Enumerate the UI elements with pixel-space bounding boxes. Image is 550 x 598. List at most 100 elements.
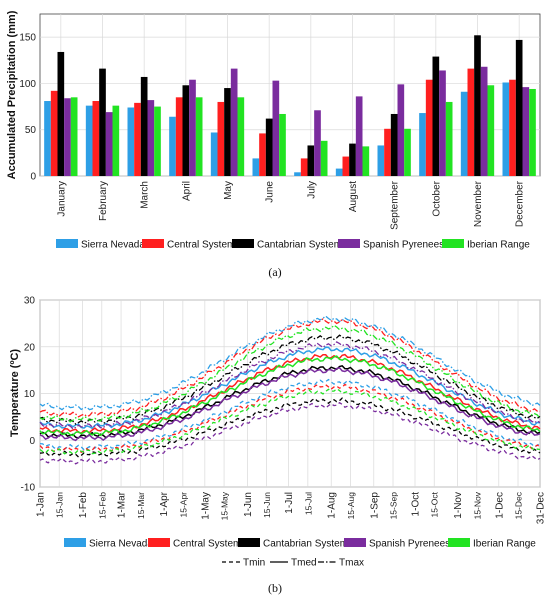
bar-spanish-pyrenees <box>397 84 405 176</box>
bar-cantabrian-system <box>349 143 356 176</box>
bar-iberian-range <box>154 106 161 176</box>
bar-sierra-nevada <box>44 101 51 176</box>
chart-b-x-tick-label: 15-Dec <box>514 491 524 519</box>
legend-label: Iberian Range <box>473 539 536 550</box>
chart-a-bars <box>44 35 536 176</box>
legend-swatch-sierra-nevada <box>56 239 78 248</box>
chart-b-gridlines <box>39 299 541 488</box>
chart-a-legend: Sierra Nevada Central System Cantabrian Sy… <box>56 239 530 251</box>
chart-b-x-tick-label: 15-Sep <box>389 492 399 520</box>
legend-swatch-iberian-range <box>448 538 470 547</box>
bar-cantabrian-system <box>515 39 523 176</box>
legend-label: Sierra Nevada <box>89 539 153 550</box>
chart-a-y-ticks: 0 50 100 150 <box>19 33 36 183</box>
bar-central-system <box>300 158 308 176</box>
bar-cantabrian-system <box>265 118 273 176</box>
chart-a-x-tick-label: May <box>223 181 234 200</box>
chart-b-x-tick-label: 15-May <box>220 491 230 520</box>
legend-swatch-spanish-pyrenees <box>338 239 360 248</box>
chart-b-y-tick-label: -10 <box>21 483 36 494</box>
chart-b-x-tick-label: 1-Aug <box>327 492 338 519</box>
chart-b-x-tick-label: 31-Dec <box>536 492 547 524</box>
temperature-chart: -10 0 10 20 30 1-Jan 15-Jan 1-Feb 15-Feb 1-Mar 15… <box>9 296 547 596</box>
chart-b-x-tick-label: 1-Apr <box>159 491 170 516</box>
bar-central-system <box>175 97 183 176</box>
chart-a-y-tick-label: 0 <box>30 172 36 183</box>
legend-label: Spanish Pyrenees <box>363 240 444 251</box>
bar-sierra-nevada <box>377 145 385 176</box>
bar-central-system <box>384 128 391 176</box>
bar-sierra-nevada <box>502 82 510 176</box>
legend-linestyle-label: Tmax <box>339 558 364 569</box>
bar-spanish-pyrenees <box>439 70 446 176</box>
bar-central-system <box>467 68 475 176</box>
bar-sierra-nevada <box>169 116 176 176</box>
line-central-system-tmed <box>39 353 541 435</box>
line-iberian-range-tmax <box>39 324 541 423</box>
chart-b-x-tick-label: 15-Oct <box>430 491 440 517</box>
chart-b-x-ticks: 1-Jan 15-Jan 1-Feb 15-Feb 1-Mar 15-Mar 1-Apr 15… <box>36 491 547 524</box>
chart-b-linestyle-legend: Tmin Tmed Tmax <box>222 558 364 569</box>
legend-linestyle-label: Tmed <box>291 558 317 569</box>
chart-b-x-tick-label: 15-Jul <box>303 492 313 515</box>
bar-sierra-nevada <box>294 172 301 176</box>
line-spanish-pyrenees-tmed <box>39 366 541 442</box>
chart-b-y-tick-label: 30 <box>24 296 36 307</box>
chart-b-y-axis-label: Temperature (ºC) <box>9 349 21 437</box>
chart-b-x-tick-label: 1-Nov <box>453 492 464 519</box>
chart-a-x-tick-label: January <box>56 181 67 217</box>
bar-iberian-range <box>529 88 536 176</box>
legend-swatch-central-system <box>142 239 164 248</box>
chart-a-x-tick-label: October <box>431 180 442 216</box>
bar-spanish-pyrenees <box>105 112 113 176</box>
bar-iberian-range <box>445 101 453 176</box>
line-cantabrian-system-tmax <box>39 334 541 425</box>
line-spanish-pyrenees-tmin <box>39 401 541 465</box>
chart-b-legend: Sierra Nevada Central System Cantabrian Sy… <box>64 538 536 550</box>
bar-cantabrian-system <box>474 35 481 176</box>
bar-cantabrian-system <box>99 68 106 176</box>
chart-b-x-tick-label: 15-Feb <box>97 492 107 519</box>
line-central-system-tmin <box>39 383 541 454</box>
chart-b-x-tick-label: 15-Jun <box>262 492 272 518</box>
bar-central-system <box>259 133 266 176</box>
bar-central-system <box>342 156 350 176</box>
legend-swatch-cantabrian-system <box>232 239 254 248</box>
legend-swatch-iberian-range <box>442 239 464 248</box>
line-iberian-range-tmed <box>39 355 541 437</box>
bar-iberian-range <box>320 140 328 176</box>
bar-spanish-pyrenees <box>64 98 71 176</box>
bar-iberian-range <box>404 128 411 176</box>
bar-sierra-nevada <box>252 158 260 176</box>
bar-central-system <box>425 79 433 176</box>
line-sierra-nevada-tmed <box>39 346 541 430</box>
legend-swatch-cantabrian-system <box>238 538 260 547</box>
bar-sierra-nevada <box>127 107 135 176</box>
chart-b-x-tick-label: 1-Jun <box>243 492 254 517</box>
bar-spanish-pyrenees <box>355 96 363 176</box>
bar-central-system <box>217 101 225 176</box>
chart-a-x-tick-label: March <box>140 181 151 209</box>
chart-b-y-tick-label: 10 <box>24 389 36 400</box>
bar-cantabrian-system <box>307 145 315 176</box>
bar-iberian-range <box>279 113 286 176</box>
chart-a-x-tick-label: August <box>348 181 359 212</box>
chart-a-x-tick-label: April <box>181 181 192 201</box>
chart-a-y-axis-label: Accumulated Precipitation (mm) <box>6 10 18 179</box>
chart-a-x-tick-label: February <box>98 181 109 221</box>
bar-spanish-pyrenees <box>272 80 280 176</box>
chart-b-y-tick-label: 20 <box>24 342 36 353</box>
chart-a-x-tick-label: June <box>265 181 276 203</box>
bar-central-system <box>509 79 516 176</box>
chart-b-x-tick-label: 1-Jan <box>36 492 47 517</box>
chart-b-x-tick-label: 1-Sep <box>369 492 380 519</box>
chart-b-panel-label: (b) <box>268 581 282 595</box>
bar-cantabrian-system <box>224 88 231 176</box>
chart-a-x-tick-label: July <box>306 181 317 199</box>
chart-b-y-ticks: -10 0 10 20 30 <box>21 296 36 494</box>
bar-iberian-range <box>362 146 370 176</box>
bar-spanish-pyrenees <box>314 110 321 176</box>
line-iberian-range-tmin <box>39 388 541 455</box>
chart-a-y-tick-label: 50 <box>25 125 37 136</box>
bar-sierra-nevada <box>419 113 426 176</box>
